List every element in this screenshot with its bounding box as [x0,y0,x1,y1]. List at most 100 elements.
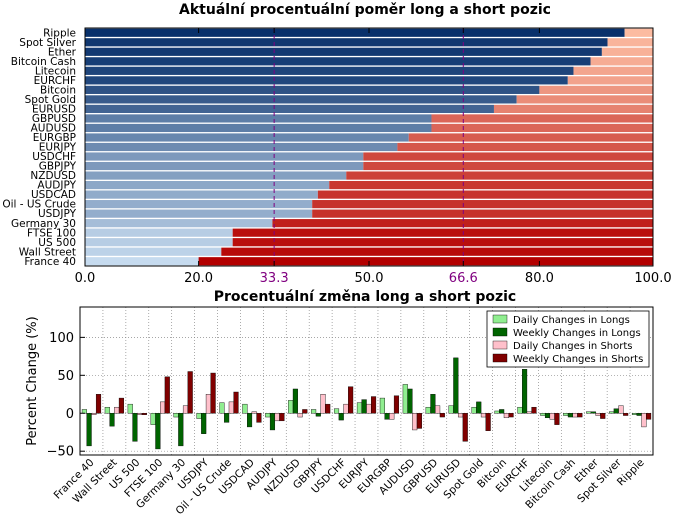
short-bar-bitcoin [539,85,653,94]
change-bar-weekly-changes-in-longs-bitcoin [499,409,505,414]
long-bar-spot-gold [85,95,517,104]
top-category-label: EURGBP [33,132,76,144]
bottom-chart-frame [79,306,654,456]
top-category-label: NZDUSD [30,170,76,182]
change-bar-weekly-changes-in-shorts-ftse-100 [164,376,170,414]
change-bar-weekly-changes-in-shorts-eurchf [531,406,537,414]
short-bar-audusd [431,123,653,133]
change-bar-daily-changes-in-shorts-gbpjpy [320,394,326,414]
long-bar-ripple [85,28,625,37]
short-bar-ripple [624,28,653,37]
top-category-label: USDJPY [38,208,77,220]
long-bar-eurusd [85,104,494,114]
change-bar-weekly-changes-in-shorts-usdcad [256,413,262,423]
change-bar-weekly-changes-in-longs-germany-30 [178,413,184,447]
change-bar-daily-changes-in-longs-wall-street [104,406,110,414]
legend-label-weekly-changes-in-longs: Weekly Changes in Longs [513,328,641,339]
change-bar-daily-changes-in-shorts-ether [595,413,601,416]
change-bar-weekly-changes-in-longs-audjpy [269,413,276,431]
change-bar-daily-changes-in-longs-us-500 [127,403,133,414]
change-bar-weekly-changes-in-shorts-wall-street [118,397,124,414]
long-bar-ether [85,47,602,56]
change-bar-daily-changes-in-shorts-nzdusd [297,413,303,418]
change-bar-daily-changes-in-longs-spot-silver [609,411,615,414]
change-bar-daily-changes-in-shorts-audusd [412,413,418,431]
change-bar-daily-changes-in-shorts-ftse-100 [160,401,166,414]
change-bar-daily-changes-in-shorts-eurjpy [366,403,372,414]
long-bar-oil-us-crude [85,200,313,209]
change-bar-daily-changes-in-longs-usdchf [333,408,340,414]
change-bar-daily-changes-in-longs-eurusd [448,405,454,414]
change-bar-daily-changes-in-shorts-usdchf [343,403,349,414]
long-bar-spot-silver [85,38,608,47]
change-bar-weekly-changes-in-shorts-usdjpy [210,372,216,414]
legend-swatch-weekly-changes-in-longs [492,327,508,337]
change-bar-daily-changes-in-longs-usdjpy [196,413,202,419]
change-bar-weekly-changes-in-longs-eurgbp [384,413,390,420]
change-bar-daily-changes-in-longs-ftse-100 [150,413,156,425]
top-x-tick-label: 50.0 [355,271,384,286]
top-x-tick-label: 80.0 [525,271,554,286]
long-bar-usdcad [85,190,318,199]
top-category-label: AUDUSD [31,123,76,135]
change-bar-daily-changes-in-longs-eurjpy [356,402,363,414]
short-bar-us-500 [232,238,653,247]
top-category-label: FTSE 100 [27,227,76,239]
short-bar-ether [601,47,653,56]
long-bar-gbpjpy [85,161,364,171]
top-chart-title: Aktuální procentuální poměr long a short… [179,2,551,18]
change-bar-weekly-changes-in-shorts-audusd [416,413,422,429]
top-category-label: France 40 [24,256,76,268]
short-bar-wall-street [221,247,653,256]
long-bar-eurjpy [85,142,398,152]
top-x-tick-label: 20.0 [184,271,213,286]
change-bar-daily-changes-in-shorts-spot-gold [480,413,487,418]
top-category-label: USDCAD [31,189,76,201]
top-category-label: Spot Silver [19,37,76,49]
change-bar-daily-changes-in-longs-gbpusd [425,406,431,414]
short-bar-eurchf [567,76,653,85]
change-bar-weekly-changes-in-shorts-audjpy [279,413,285,422]
top-category-label: AUDJPY [37,180,76,192]
change-bar-weekly-changes-in-shorts-us-500 [141,413,147,415]
top-category-label: EURCHF [34,75,76,87]
change-bar-weekly-changes-in-longs-ripple [636,413,642,416]
short-bar-usdcad [317,190,653,199]
long-bar-eurgbp [85,133,409,142]
change-bar-daily-changes-in-shorts-eurgbp [389,413,395,420]
top-category-label: Bitcoin Cash [11,56,76,68]
change-bar-daily-changes-in-longs-bitcoin-cash [563,413,569,416]
long-bar-bitcoin-cash [85,57,591,66]
short-bar-oil-us-crude [312,200,653,209]
bottom-y-tick-label: 100 [49,331,74,346]
change-bar-daily-changes-in-shorts-audjpy [274,413,280,422]
change-bar-weekly-changes-in-shorts-ether [600,413,606,419]
change-bar-daily-changes-in-shorts-eurchf [526,411,532,414]
long-bar-france-40 [85,257,199,266]
change-bar-daily-changes-in-shorts-usdcad [251,411,257,414]
short-bar-audjpy [329,180,653,190]
legend-swatch-daily-changes-in-shorts [492,340,508,350]
change-bar-daily-changes-in-shorts-bitcoin-cash [572,413,578,418]
long-bar-usdchf [85,152,364,161]
short-bar-bitcoin-cash [590,57,653,66]
change-bar-daily-changes-in-longs-nzdusd [288,400,294,414]
long-bar-nzdusd [85,171,347,180]
top-category-label: EURUSD [32,104,76,116]
change-bar-weekly-changes-in-shorts-france-40 [95,394,102,414]
change-bar-weekly-changes-in-longs-eurchf [522,369,528,414]
top-chart-bars [85,28,653,266]
change-bar-weekly-changes-in-longs-us-500 [132,413,138,442]
long-bar-bitcoin [85,85,540,94]
bottom-chart-y-label: Percent Change (%) [25,316,40,445]
change-bar-weekly-changes-in-shorts-eurusd [462,413,468,442]
top-category-label: Ether [48,46,77,58]
bottom-chart-legend: Daily Changes in Longs Weekly Changes in … [486,310,650,368]
short-bar-usdchf [363,152,653,161]
top-chart-reference-lines [273,28,464,266]
short-bar-eurgbp [408,133,653,142]
change-bar-weekly-changes-in-longs-gbpusd [430,394,436,414]
long-bar-audjpy [85,180,330,190]
change-bar-daily-changes-in-longs-ether [586,411,592,414]
